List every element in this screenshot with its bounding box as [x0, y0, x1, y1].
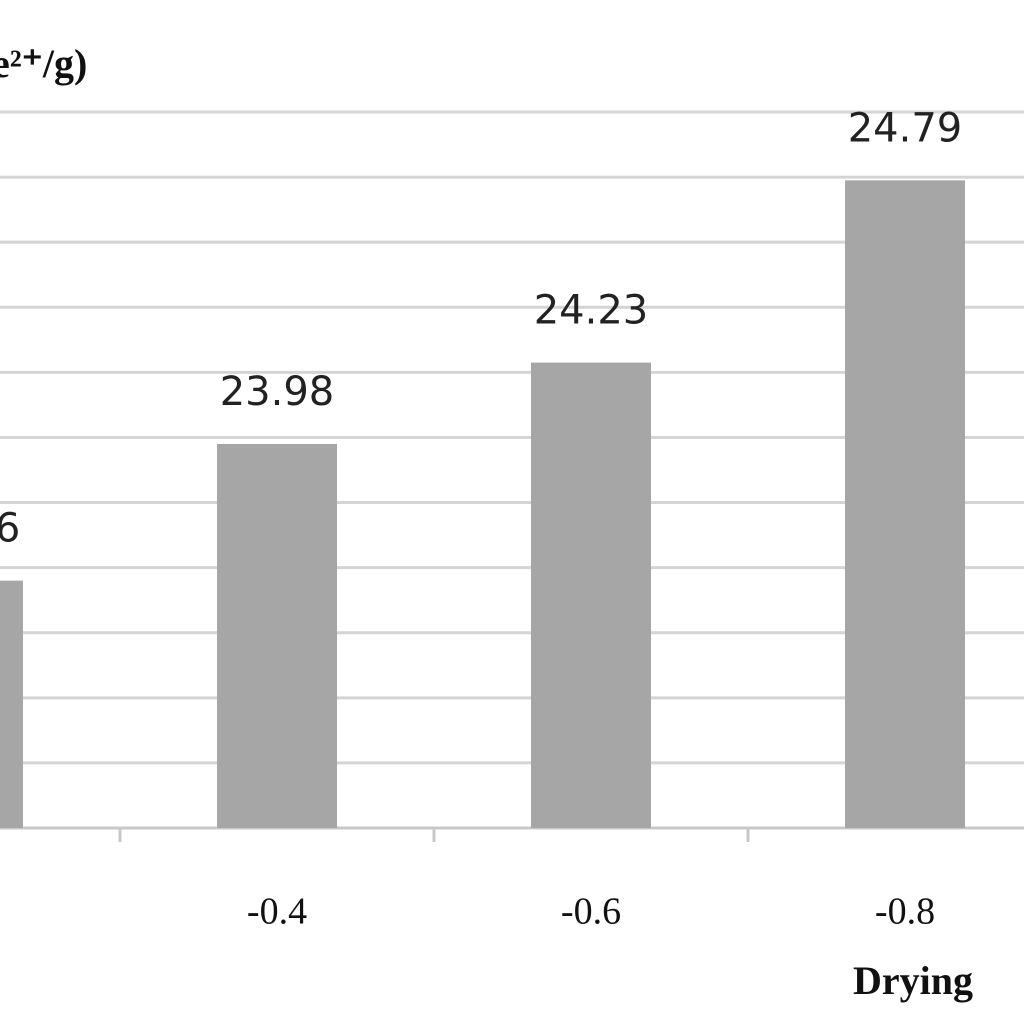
x-tick-label: -0.8 [875, 891, 935, 933]
bar [531, 362, 651, 828]
bar [217, 443, 337, 828]
y-axis-title: e²⁺/g) [0, 41, 87, 86]
x-axis-title: Drying [853, 958, 973, 1003]
value-label: 24.79 [848, 105, 963, 151]
bar [845, 180, 965, 828]
x-tick-label: -0.4 [247, 891, 307, 933]
value-label: 23.56 [0, 506, 20, 552]
x-tick-label: -0.6 [561, 891, 621, 933]
value-label: 24.23 [534, 288, 649, 334]
value-label: 23.98 [220, 369, 335, 415]
bar [0, 580, 23, 828]
